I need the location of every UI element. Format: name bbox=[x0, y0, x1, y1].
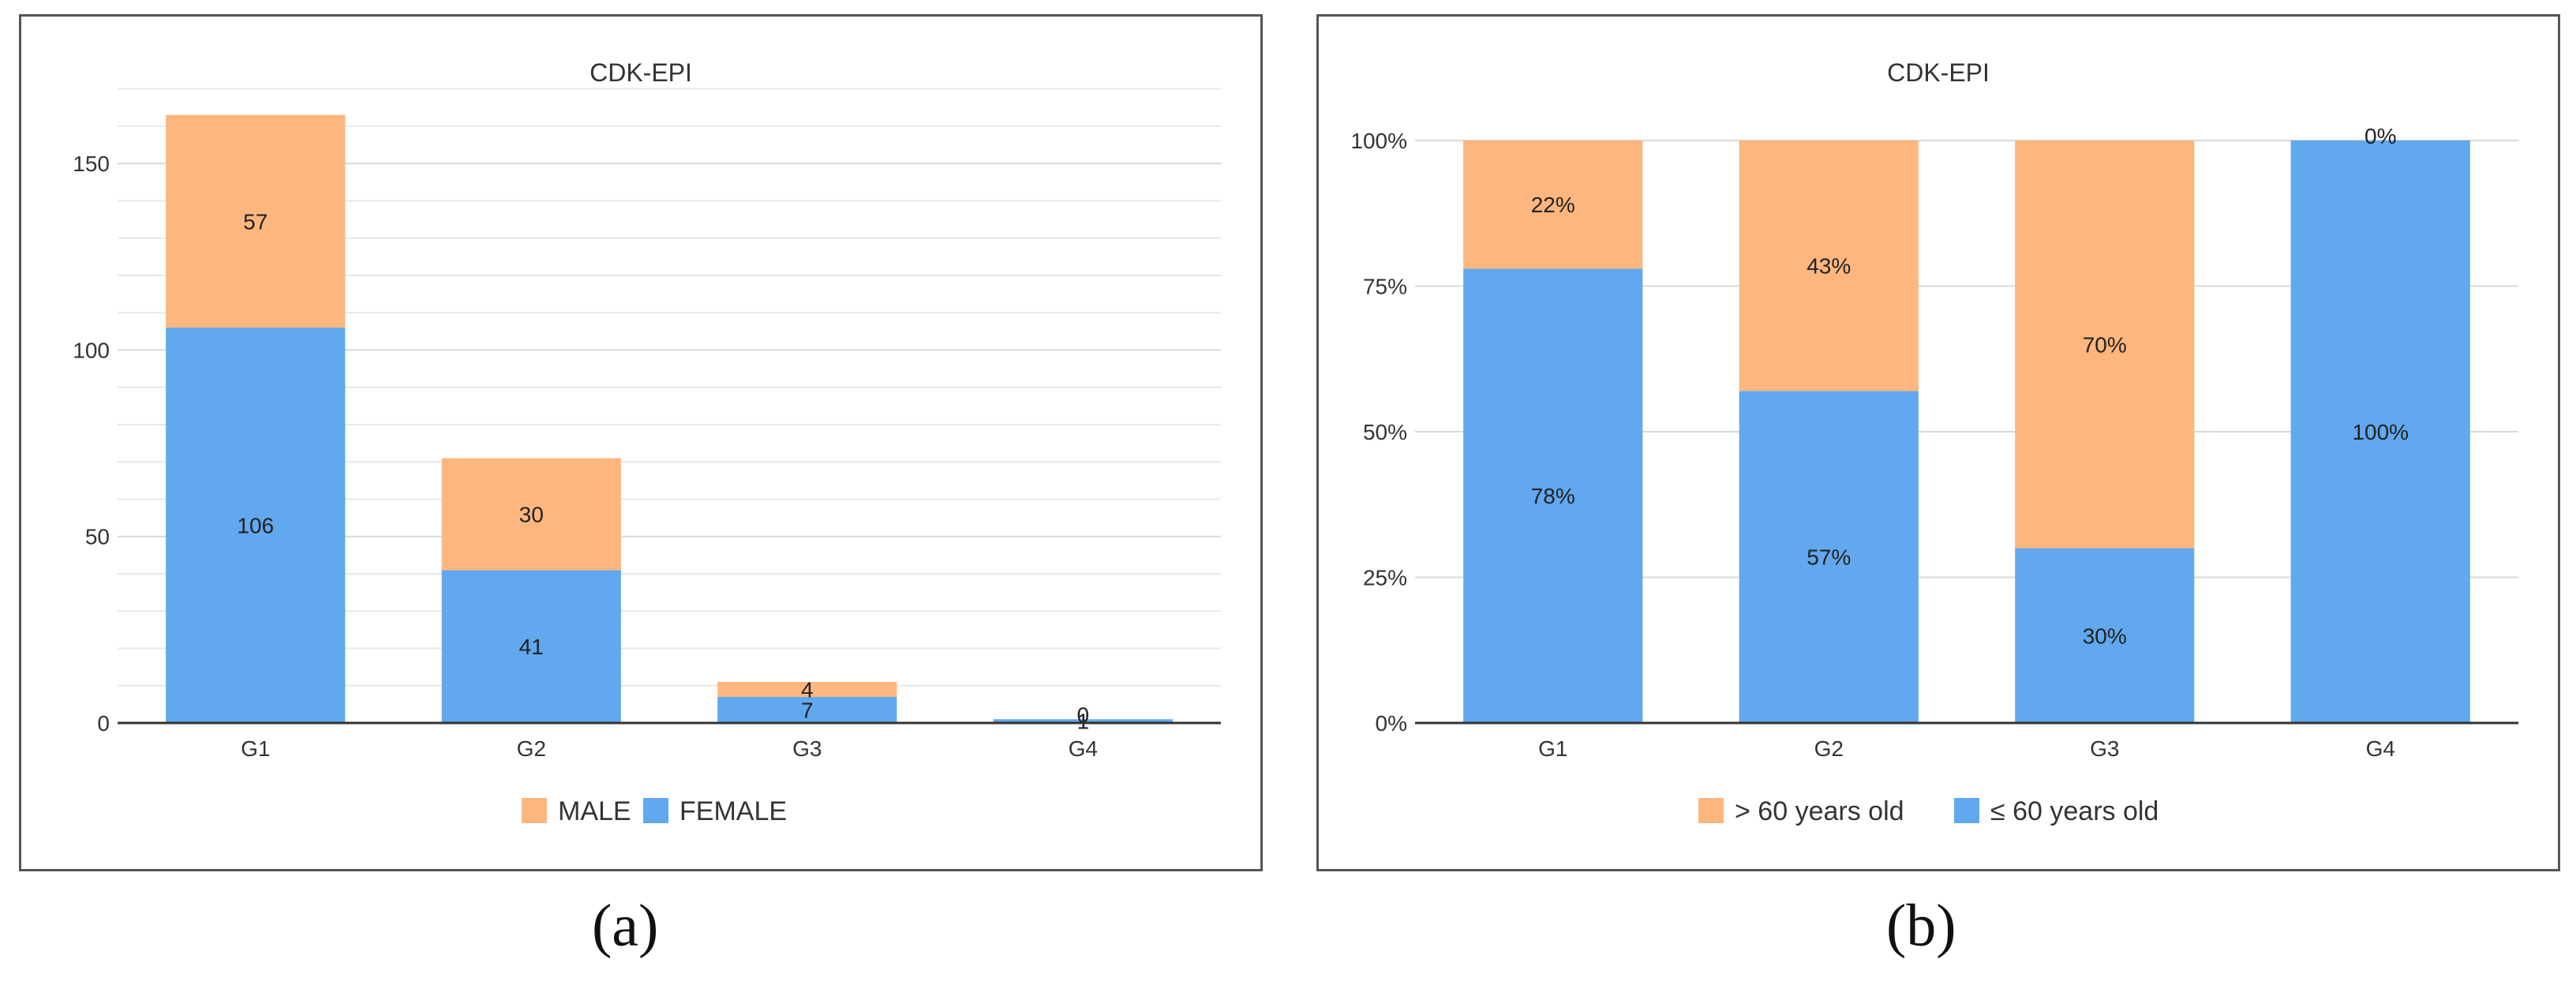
data-label: 22% bbox=[1531, 193, 1575, 217]
x-tick-label: G4 bbox=[1069, 736, 1098, 761]
x-tick-label: G1 bbox=[241, 736, 270, 761]
x-tick-label: G2 bbox=[1814, 736, 1844, 761]
chart-title: CDK-EPI bbox=[1887, 58, 1990, 87]
y-tick-label: 75% bbox=[1363, 275, 1407, 299]
legend-label: FEMALE bbox=[680, 796, 787, 826]
y-tick-label: 100 bbox=[73, 338, 110, 362]
caption-a: (a) bbox=[592, 893, 659, 959]
data-label: 78% bbox=[1531, 484, 1575, 508]
data-label: 106 bbox=[237, 514, 274, 538]
x-tick-label: G3 bbox=[792, 736, 822, 761]
y-tick-label: 50% bbox=[1363, 420, 1407, 444]
bar-segment bbox=[1739, 140, 1919, 391]
chart-b-svg: CDK-EPI 0% 25% 50% 75% 100% 78% 22% G1 57% 43% G2 30… bbox=[1350, 58, 2518, 826]
data-label: 1 bbox=[1076, 710, 1089, 734]
legend-label: ≤ 60 years old bbox=[1990, 796, 2159, 826]
bar-segment bbox=[2015, 548, 2195, 723]
x-tick-label: G3 bbox=[2090, 736, 2119, 761]
bar-segment bbox=[1739, 391, 1919, 723]
chart-title: CDK-EPI bbox=[590, 58, 692, 87]
data-label: 7 bbox=[801, 698, 814, 722]
data-label: 41 bbox=[519, 635, 544, 659]
y-tick-label: 0 bbox=[97, 711, 110, 736]
legend-swatch bbox=[643, 798, 668, 823]
bar-segment bbox=[2290, 140, 2470, 723]
bar-segment bbox=[2015, 140, 2195, 549]
x-tick-label: G2 bbox=[517, 736, 546, 761]
y-tick-label: 0% bbox=[1376, 711, 1407, 736]
chart-a-svg: CDK-EPI05010015010657G14130G274G310G4MAL… bbox=[73, 58, 1221, 826]
data-label: 70% bbox=[2083, 332, 2127, 357]
data-label: 30% bbox=[2083, 624, 2127, 648]
data-label: 43% bbox=[1807, 254, 1851, 279]
legend-swatch bbox=[522, 798, 547, 823]
bar-segment bbox=[717, 696, 897, 723]
data-label: 100% bbox=[2352, 420, 2409, 444]
y-tick-label: 100% bbox=[1350, 129, 1407, 153]
y-tick-label: 150 bbox=[73, 152, 110, 176]
data-label: 30 bbox=[519, 502, 544, 526]
bar-segment bbox=[1463, 268, 1643, 723]
bar-segment bbox=[717, 682, 897, 697]
x-tick-label: G1 bbox=[1538, 736, 1567, 761]
legend-swatch bbox=[1698, 798, 1724, 823]
bar-segment bbox=[441, 458, 621, 571]
data-label: 57 bbox=[243, 209, 268, 234]
bar-segment bbox=[993, 719, 1173, 723]
caption-b: (b) bbox=[1886, 893, 1956, 959]
data-label: 0 bbox=[1076, 702, 1089, 727]
bar-segment bbox=[166, 328, 346, 723]
bar-segment bbox=[166, 114, 346, 328]
bar-segment bbox=[1463, 140, 1643, 269]
legend-label: > 60 years old bbox=[1735, 796, 1904, 826]
legend-swatch bbox=[1954, 798, 1979, 823]
data-label: 4 bbox=[801, 677, 814, 702]
data-label: 0% bbox=[2364, 124, 2396, 148]
y-tick-label: 25% bbox=[1363, 566, 1407, 590]
data-label: 57% bbox=[1807, 545, 1851, 570]
chart-panel-b: CDK-EPI 0% 25% 50% 75% 100% 78% 22% G1 57% 43% G2 30… bbox=[1316, 14, 2560, 871]
y-tick-label: 50 bbox=[85, 525, 110, 549]
bar-segment bbox=[441, 570, 621, 723]
legend-label: MALE bbox=[558, 796, 631, 826]
chart-panel-a: CDK-EPI 0 50 100 150 106 57 G1 41 30 G2 7 4 G3 1 0 G4 MAL… bbox=[19, 14, 1263, 871]
x-tick-label: G4 bbox=[2366, 736, 2395, 761]
